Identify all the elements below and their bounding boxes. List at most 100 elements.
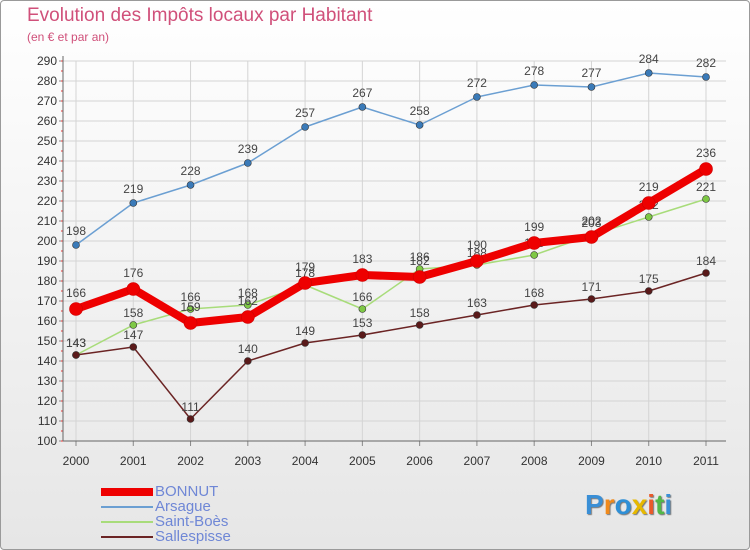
data-label-arsague: 278 — [524, 64, 544, 78]
y-tick-label: 240 — [37, 154, 57, 168]
data-point-sallespisse — [473, 311, 481, 319]
y-tick-label: 280 — [37, 74, 57, 88]
y-tick-label: 190 — [37, 254, 57, 268]
data-point-arsague — [244, 159, 252, 167]
data-point-bonnut — [641, 196, 656, 210]
x-tick-label: 2003 — [234, 454, 261, 468]
data-label-saint-bo-s: 203 — [581, 216, 601, 230]
data-label-sallespisse: 147 — [123, 328, 143, 342]
x-tick-label: 2010 — [635, 454, 662, 468]
data-label-arsague: 219 — [123, 182, 143, 196]
logo-letter: o — [614, 489, 632, 520]
data-label-arsague: 277 — [581, 66, 601, 80]
logo-letter: i — [647, 489, 656, 520]
data-point-saint-bo-s — [129, 321, 138, 329]
data-label-bonnut: 179 — [295, 260, 315, 274]
data-point-bonnut — [69, 302, 83, 316]
data-point-sallespisse — [415, 321, 424, 329]
legend-label: Arsague — [155, 498, 211, 515]
data-point-arsague — [129, 199, 138, 207]
logo-letter: x — [631, 489, 648, 520]
data-label-bonnut: 176 — [123, 266, 143, 280]
data-point-bonnut — [183, 316, 198, 330]
x-tick-label: 2007 — [464, 454, 491, 468]
data-label-sallespisse: 163 — [467, 296, 487, 310]
y-tick-label: 130 — [37, 374, 57, 388]
data-label-sallespisse: 175 — [639, 272, 659, 286]
y-tick-label: 230 — [37, 174, 57, 188]
data-point-sallespisse — [587, 295, 596, 303]
y-tick-label: 140 — [37, 354, 57, 368]
data-label-bonnut: 159 — [181, 300, 201, 314]
x-tick-label: 2004 — [292, 454, 319, 468]
data-point-sallespisse — [244, 357, 252, 365]
data-point-bonnut — [527, 236, 541, 250]
x-tick-label: 2009 — [578, 454, 605, 468]
legend-label: Sallespisse — [155, 528, 231, 545]
data-point-arsague — [587, 83, 596, 91]
data-label-bonnut: 236 — [696, 146, 716, 160]
proxiti-logo: Proxiti — [585, 489, 672, 521]
data-point-saint-bo-s — [186, 305, 195, 313]
y-tick-label: 150 — [37, 334, 57, 348]
x-tick-label: 2011 — [693, 454, 719, 468]
legend-swatch — [101, 536, 153, 538]
data-point-arsague — [72, 241, 80, 249]
data-point-arsague — [644, 69, 653, 77]
data-point-sallespisse — [358, 331, 367, 339]
data-point-bonnut — [126, 282, 141, 296]
data-label-sallespisse: 111 — [181, 400, 200, 414]
y-tick-label: 170 — [37, 294, 57, 308]
data-label-saint-bo-s: 166 — [181, 290, 201, 304]
y-tick-label: 270 — [37, 94, 57, 108]
data-point-arsague — [358, 103, 367, 111]
x-tick-label: 2000 — [63, 454, 90, 468]
legend-swatch — [101, 488, 153, 496]
y-tick-label: 120 — [37, 394, 57, 408]
y-tick-label: 160 — [37, 314, 57, 328]
data-label-saint-bo-s: 221 — [696, 180, 716, 194]
series-line-sallespisse — [75, 272, 707, 420]
data-point-saint-bo-s — [530, 251, 538, 259]
data-label-sallespisse: 184 — [696, 254, 716, 268]
data-point-saint-bo-s — [244, 301, 252, 309]
logo-letter: t — [655, 489, 665, 520]
y-tick-label: 210 — [37, 214, 57, 228]
data-label-arsague: 272 — [467, 76, 487, 90]
chart-subtitle: (en € et par an) — [27, 30, 110, 44]
data-point-sallespisse — [72, 351, 80, 359]
data-point-sallespisse — [129, 343, 138, 351]
data-point-sallespisse — [702, 269, 710, 277]
data-point-saint-bo-s — [644, 213, 653, 221]
data-label-bonnut: 190 — [467, 238, 487, 252]
data-point-arsague — [186, 181, 195, 189]
data-point-bonnut — [699, 162, 713, 176]
data-label-arsague: 228 — [181, 164, 201, 178]
y-tick-label: 260 — [37, 114, 57, 128]
data-label-bonnut: 199 — [524, 220, 544, 234]
logo-letter: i — [664, 489, 673, 520]
legend-label: Saint-Boès — [155, 513, 229, 530]
data-label-sallespisse: 158 — [410, 306, 430, 320]
x-tick-label: 2005 — [349, 454, 376, 468]
data-point-sallespisse — [186, 415, 195, 423]
data-label-sallespisse: 168 — [524, 286, 544, 300]
data-label-arsague: 258 — [410, 104, 430, 118]
data-point-sallespisse — [644, 287, 653, 295]
data-point-saint-bo-s — [358, 305, 367, 313]
data-point-arsague — [301, 123, 309, 131]
x-tick-label: 2006 — [406, 454, 433, 468]
data-label-arsague: 257 — [295, 106, 315, 120]
data-label-arsague: 239 — [238, 142, 258, 156]
data-label-saint-bo-s: 168 — [238, 286, 258, 300]
data-label-sallespisse: 149 — [295, 324, 315, 338]
data-point-bonnut — [355, 268, 370, 282]
data-label-sallespisse: 143 — [66, 336, 86, 350]
data-label-bonnut: 182 — [410, 254, 430, 268]
y-tick-label: 100 — [37, 434, 57, 448]
y-tick-label: 180 — [37, 274, 57, 288]
data-point-bonnut — [584, 230, 599, 244]
data-label-arsague: 282 — [696, 56, 716, 70]
